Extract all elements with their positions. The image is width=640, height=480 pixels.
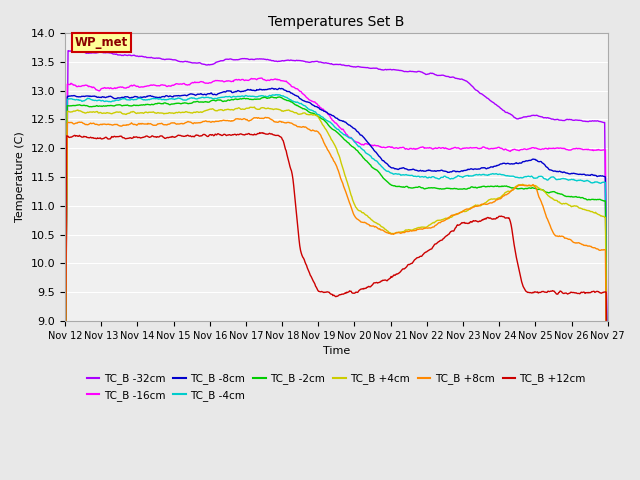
Legend: TC_B -32cm, TC_B -16cm, TC_B -8cm, TC_B -4cm, TC_B -2cm, TC_B +4cm, TC_B +8cm, T: TC_B -32cm, TC_B -16cm, TC_B -8cm, TC_B … [83,370,590,405]
Title: Temperatures Set B: Temperatures Set B [268,15,404,29]
Text: WP_met: WP_met [75,36,128,49]
Y-axis label: Temperature (C): Temperature (C) [15,132,25,222]
X-axis label: Time: Time [323,346,350,356]
